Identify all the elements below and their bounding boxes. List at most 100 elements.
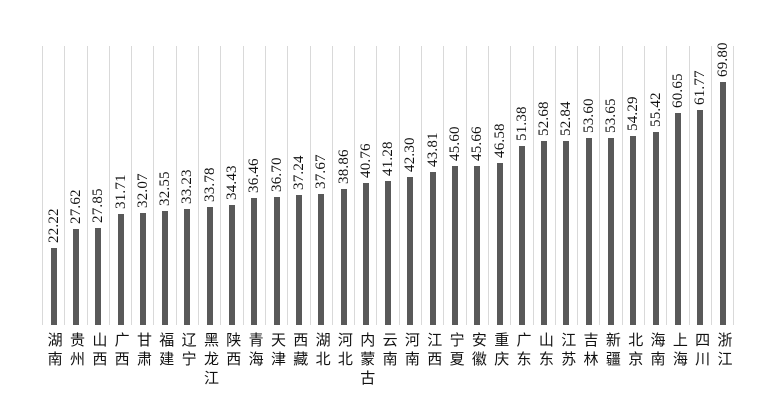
- category-label: 江西: [422, 332, 444, 389]
- bar-slot: 36.70: [264, 46, 287, 325]
- bar: [407, 177, 414, 325]
- category-label-text: 黑龙江: [201, 332, 218, 389]
- category-label: 河南: [399, 332, 421, 389]
- bar-slot: 33.23: [175, 46, 198, 325]
- bar-slot: 31.71: [108, 46, 131, 325]
- category-label-text: 甘肃: [134, 332, 151, 370]
- bar: [318, 194, 325, 325]
- bar: [652, 132, 659, 325]
- bar-slot: 61.77: [688, 46, 711, 325]
- bar: [697, 110, 704, 325]
- category-label: 吉林: [578, 332, 600, 389]
- bar-slot: 45.60: [443, 46, 465, 325]
- bar-value-label: 31.71: [112, 174, 129, 209]
- category-label-text: 江苏: [559, 332, 576, 370]
- bar-value-label: 42.30: [402, 137, 419, 172]
- category-label: 新疆: [600, 332, 622, 389]
- category-label-text: 广东: [514, 332, 531, 370]
- category-label-text: 河北: [335, 332, 352, 370]
- bar: [50, 248, 57, 325]
- bar-slot: 45.66: [465, 46, 488, 325]
- bar: [229, 205, 236, 325]
- bar-value-label: 45.66: [469, 126, 486, 161]
- category-labels: 湖南 贵州 山西 广西 甘肃 福建 辽宁 黑龙江 陕西 青海 天津 西藏 湖北 河北 内蒙古 云南 河南 江西 宁夏…: [42, 332, 734, 389]
- plot-area: 22.22 27.62 27.85 31.71 32.07 32.55 33.23 33.78…: [42, 42, 734, 325]
- bar: [273, 197, 280, 325]
- bar-value-label: 37.67: [313, 154, 330, 189]
- bar-value-label: 46.58: [491, 123, 508, 158]
- bar: [429, 172, 436, 325]
- category-label: 黑龙江: [198, 332, 220, 389]
- bar-value-label: 38.86: [335, 149, 352, 184]
- bar-slot: 40.76: [354, 46, 376, 325]
- bar-slot: 42.30: [398, 46, 421, 325]
- category-label: 广东: [511, 332, 533, 389]
- bar-value-label: 69.80: [714, 42, 731, 77]
- bar-slot: 55.42: [644, 46, 666, 325]
- bar-value-label: 36.46: [246, 158, 263, 193]
- category-label: 西藏: [288, 332, 310, 389]
- category-label: 湖南: [42, 332, 64, 389]
- bar-slot: 69.80: [710, 42, 733, 325]
- category-label-text: 四川: [693, 332, 710, 370]
- category-label: 青海: [243, 332, 265, 389]
- category-label-text: 重庆: [492, 332, 509, 370]
- bar: [251, 198, 258, 325]
- bar-slot: 53.60: [577, 46, 599, 325]
- category-label: 山东: [533, 332, 555, 389]
- category-label: 河北: [332, 332, 354, 389]
- bar-value-label: 53.65: [603, 98, 620, 133]
- category-label-text: 湖北: [313, 332, 330, 370]
- bar-slot: 51.38: [510, 46, 532, 325]
- bar-slot: 37.24: [287, 46, 309, 325]
- bar-value-label: 43.81: [424, 132, 441, 167]
- bar: [385, 181, 392, 325]
- category-label: 四川: [690, 332, 712, 389]
- bar-slot: 60.65: [666, 46, 688, 325]
- category-label: 江苏: [556, 332, 578, 389]
- category-label-text: 浙江: [715, 332, 732, 370]
- category-label: 陕西: [221, 332, 243, 389]
- bar: [518, 146, 525, 325]
- bar-slot: 32.55: [153, 46, 175, 325]
- category-label: 北京: [623, 332, 645, 389]
- bar-value-label: 52.68: [536, 101, 553, 136]
- bar: [95, 228, 102, 325]
- bar-slot: 37.67: [309, 46, 332, 325]
- bar: [608, 138, 615, 325]
- bar: [72, 229, 79, 325]
- category-label: 宁夏: [444, 332, 466, 389]
- category-label: 天津: [265, 332, 287, 389]
- category-label-text: 辽宁: [179, 332, 196, 370]
- bar-value-label: 33.23: [179, 169, 196, 204]
- category-label-text: 青海: [246, 332, 263, 370]
- category-label: 福建: [154, 332, 176, 389]
- bar-value-label: 60.65: [669, 73, 686, 108]
- bar-value-label: 36.70: [268, 157, 285, 192]
- bar: [541, 141, 548, 325]
- category-label-text: 新疆: [603, 332, 620, 370]
- bar-value-label: 41.28: [380, 141, 397, 176]
- category-label: 辽宁: [176, 332, 198, 389]
- category-label-text: 河南: [402, 332, 419, 370]
- bar: [474, 166, 481, 325]
- bar-value-label: 34.43: [224, 165, 241, 200]
- category-label-text: 北京: [626, 332, 643, 370]
- bar-slot: 33.78: [198, 46, 220, 325]
- bar-value-label: 37.24: [290, 155, 307, 190]
- category-label-text: 西藏: [291, 332, 308, 370]
- bar-value-label: 51.38: [513, 106, 530, 141]
- bar-slot: 54.29: [621, 46, 644, 325]
- bar: [563, 141, 570, 325]
- bar: [295, 195, 302, 325]
- bar-value-label: 55.42: [647, 92, 664, 127]
- category-label-text: 陕西: [224, 332, 241, 370]
- category-label-text: 山东: [536, 332, 553, 370]
- category-label-text: 上海: [670, 332, 687, 370]
- category-label-text: 安徽: [469, 332, 486, 370]
- bar-value-label: 27.62: [67, 189, 84, 224]
- bar-value-label: 22.22: [45, 208, 62, 243]
- bar-value-label: 54.29: [625, 96, 642, 131]
- bar-slot: 52.84: [554, 46, 577, 325]
